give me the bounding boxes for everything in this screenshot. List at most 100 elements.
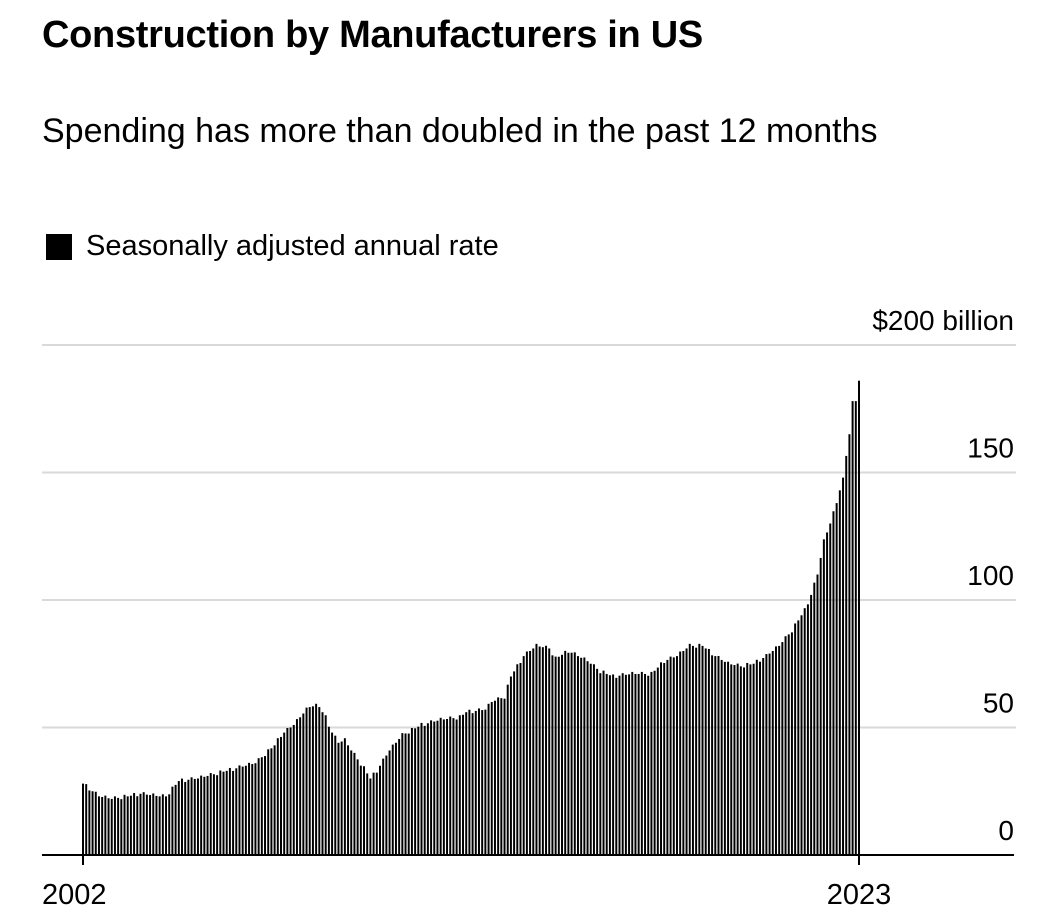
bar bbox=[752, 663, 755, 855]
bar bbox=[334, 735, 337, 855]
bar bbox=[276, 738, 279, 855]
bar bbox=[468, 709, 471, 855]
bar bbox=[813, 582, 816, 855]
bar bbox=[129, 795, 132, 855]
bar bbox=[576, 656, 579, 855]
bar bbox=[481, 710, 484, 855]
bar bbox=[394, 742, 397, 855]
bar bbox=[564, 650, 567, 855]
bar bbox=[730, 664, 733, 855]
bar bbox=[519, 662, 522, 855]
bar bbox=[343, 738, 346, 855]
bar bbox=[340, 741, 343, 855]
bar bbox=[337, 742, 340, 855]
bar bbox=[787, 634, 790, 855]
y-tick-label: 50 bbox=[983, 688, 1014, 719]
bar bbox=[695, 647, 698, 855]
bar bbox=[803, 608, 806, 855]
bar bbox=[624, 674, 627, 855]
bar bbox=[845, 455, 848, 855]
bar bbox=[743, 667, 746, 855]
bar bbox=[404, 733, 407, 855]
bar bbox=[739, 666, 742, 855]
bar bbox=[117, 797, 120, 855]
bar bbox=[583, 657, 586, 855]
bar bbox=[455, 719, 458, 855]
bar bbox=[462, 714, 465, 855]
bar bbox=[110, 798, 113, 855]
bar bbox=[248, 762, 251, 855]
bar bbox=[209, 773, 212, 855]
bar bbox=[94, 791, 97, 855]
gridlines bbox=[42, 344, 1016, 729]
bar bbox=[538, 646, 541, 855]
bar bbox=[254, 763, 257, 855]
bar bbox=[177, 781, 180, 855]
bar bbox=[350, 750, 353, 855]
bar bbox=[596, 668, 599, 855]
bar bbox=[184, 781, 187, 855]
tick-labels: 0 50 100 150 $200 billion 2002 2023 bbox=[42, 305, 1014, 911]
bar bbox=[714, 656, 717, 855]
bar bbox=[842, 477, 845, 855]
bar bbox=[311, 706, 314, 855]
bar bbox=[477, 708, 480, 855]
bar bbox=[554, 656, 557, 855]
bar bbox=[701, 645, 704, 855]
bar bbox=[691, 645, 694, 855]
bar bbox=[688, 643, 691, 855]
bar bbox=[264, 756, 267, 855]
bar bbox=[711, 655, 714, 855]
bar bbox=[295, 719, 298, 855]
bar bbox=[158, 796, 161, 855]
bar bbox=[513, 671, 516, 855]
bar bbox=[401, 733, 404, 855]
bar bbox=[113, 796, 116, 855]
bar bbox=[305, 707, 308, 855]
bar bbox=[778, 645, 781, 855]
bar bbox=[647, 675, 650, 855]
bar bbox=[854, 401, 857, 855]
bar bbox=[232, 770, 235, 855]
bar bbox=[452, 718, 455, 855]
bar bbox=[174, 784, 177, 855]
bar bbox=[682, 651, 685, 855]
bar bbox=[225, 770, 228, 855]
bar bbox=[228, 767, 231, 855]
bar bbox=[755, 659, 758, 855]
bar bbox=[372, 772, 375, 855]
bar bbox=[615, 677, 618, 855]
bar bbox=[810, 594, 813, 855]
bar bbox=[794, 623, 797, 855]
bar bbox=[500, 698, 503, 855]
bar bbox=[484, 709, 487, 855]
bar bbox=[168, 794, 171, 855]
y-tick-label: $200 billion bbox=[872, 305, 1014, 336]
bar bbox=[637, 673, 640, 855]
bar bbox=[727, 661, 730, 855]
bar bbox=[410, 728, 413, 855]
bar bbox=[790, 632, 793, 855]
bar bbox=[161, 794, 164, 855]
bar bbox=[363, 766, 366, 855]
bar bbox=[257, 758, 260, 855]
bar bbox=[286, 728, 289, 855]
bar bbox=[235, 768, 238, 855]
bar bbox=[190, 777, 193, 855]
bar bbox=[506, 684, 509, 855]
bar bbox=[838, 490, 841, 855]
bar bbox=[848, 434, 851, 855]
bar bbox=[746, 662, 749, 855]
bar bbox=[717, 655, 720, 855]
bar bbox=[784, 636, 787, 855]
bar bbox=[612, 674, 615, 855]
bar bbox=[203, 776, 206, 855]
bar bbox=[771, 651, 774, 855]
bar bbox=[516, 664, 519, 855]
bar bbox=[759, 661, 761, 855]
bars bbox=[82, 380, 860, 855]
bar bbox=[819, 557, 822, 855]
bar bbox=[797, 620, 800, 855]
bar bbox=[139, 793, 142, 855]
bar bbox=[474, 710, 477, 855]
